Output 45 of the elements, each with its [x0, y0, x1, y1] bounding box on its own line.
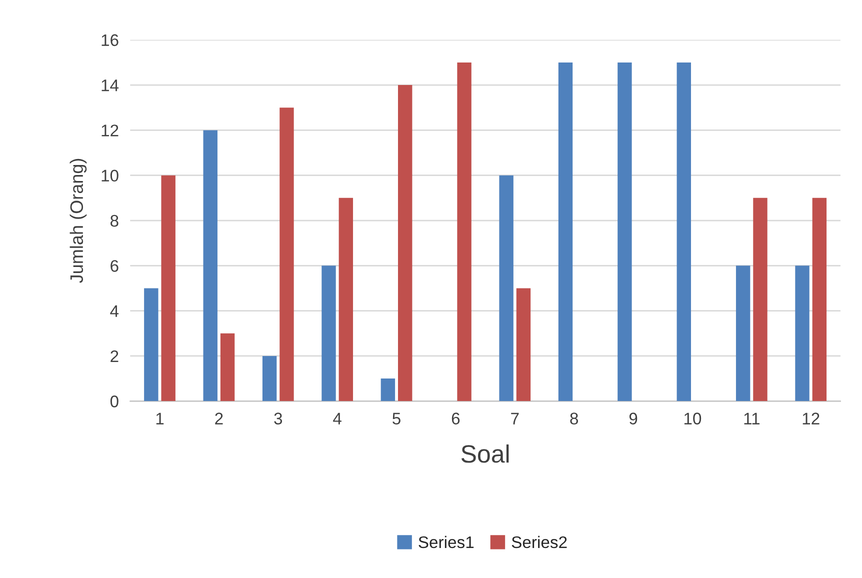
bar	[753, 198, 768, 402]
x-tick-label: 1	[156, 412, 164, 424]
bar	[558, 62, 573, 402]
x-tick-label: 5	[392, 412, 400, 424]
y-tick-label: 4	[110, 305, 119, 317]
bar	[161, 175, 176, 402]
bar	[499, 175, 514, 402]
bar	[457, 62, 472, 402]
x-tick-label: 7	[511, 412, 519, 424]
bar	[380, 378, 396, 402]
bar	[618, 62, 632, 402]
bar	[144, 288, 158, 402]
x-tick-label: 3	[274, 412, 282, 424]
bar	[398, 85, 412, 402]
x-tick-label: 8	[570, 412, 578, 424]
bar	[203, 130, 218, 402]
bar	[812, 198, 827, 402]
y-tick-label: 16	[102, 34, 118, 46]
y-tick-label: 8	[110, 214, 118, 227]
x-tick-label: 11	[744, 412, 760, 424]
x-tick-label: 9	[629, 412, 638, 424]
bar	[795, 266, 810, 402]
bar	[220, 333, 235, 402]
x-tick-label: 6	[452, 412, 460, 424]
bar	[338, 198, 354, 402]
y-tick-label: 14	[102, 80, 119, 92]
bar	[322, 266, 336, 402]
x-axis-title: Soal	[461, 444, 509, 463]
y-tick-label: 2	[110, 350, 118, 362]
bar	[516, 288, 531, 402]
bar	[262, 356, 277, 402]
y-axis-title: Jumlah (Orang)	[70, 158, 87, 283]
y-tick-label: 6	[110, 260, 118, 272]
x-tick-label: 10	[684, 412, 702, 424]
legend-label: Series1	[418, 536, 474, 548]
bar	[676, 62, 691, 402]
legend-label: Series2	[512, 536, 567, 548]
bar	[736, 266, 750, 402]
y-tick-label: 10	[102, 170, 118, 182]
y-tick-label: 0	[110, 396, 118, 408]
x-tick-label: 4	[333, 412, 342, 424]
bar	[280, 108, 294, 402]
y-tick-label: 12	[102, 124, 118, 136]
x-tick-label: 2	[215, 412, 223, 424]
x-tick-label: 12	[802, 412, 820, 424]
